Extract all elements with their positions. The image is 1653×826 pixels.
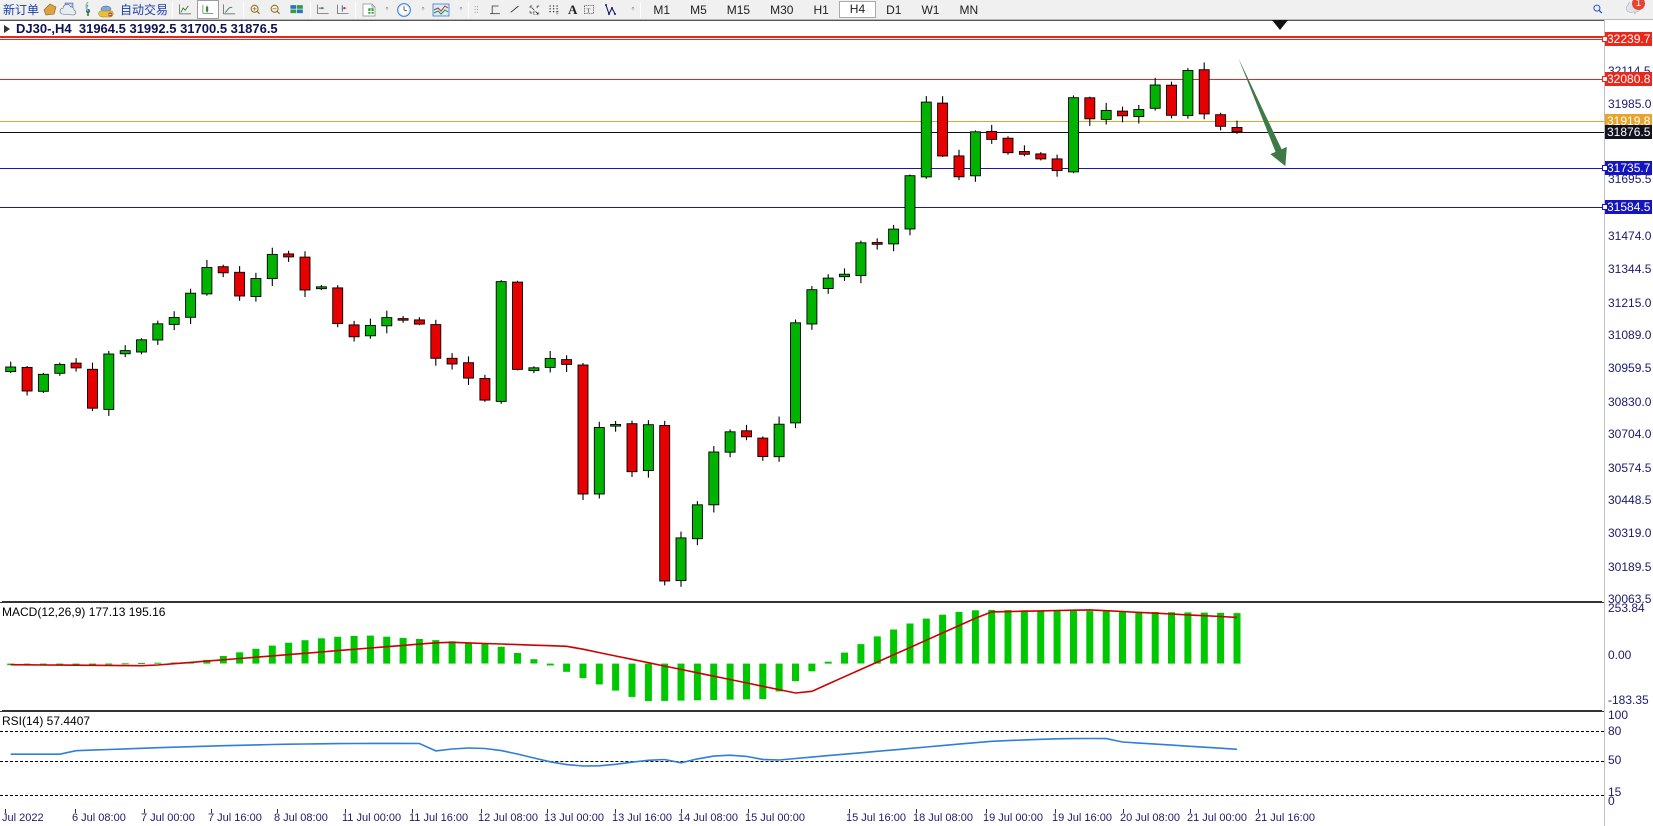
svg-text:F: F bbox=[556, 10, 559, 15]
svg-text:T: T bbox=[587, 7, 591, 14]
svg-text:E: E bbox=[533, 10, 536, 15]
